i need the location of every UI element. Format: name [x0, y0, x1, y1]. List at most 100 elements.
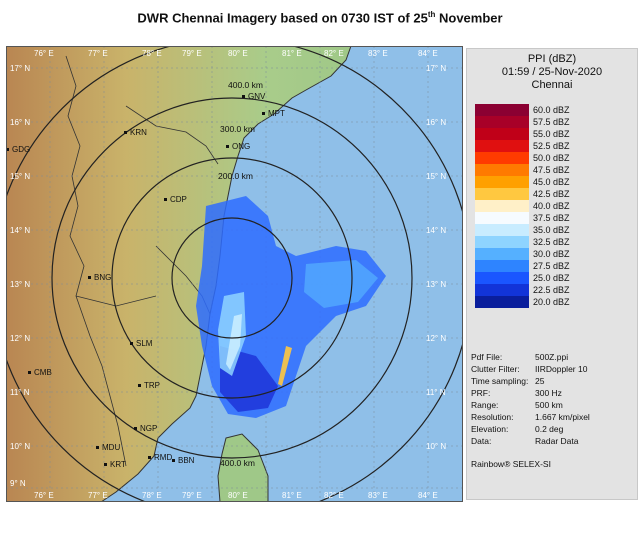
legend-label: 25.0 dBZ [533, 273, 570, 283]
lat-label: 17° N [10, 64, 30, 73]
legend-label: 55.0 dBZ [533, 129, 570, 139]
metadata-key: Range: [471, 400, 499, 410]
legend-swatch [475, 236, 529, 248]
lon-label: 80° E [228, 491, 248, 500]
range-ring-100km [171, 217, 293, 339]
svg-text:CMB: CMB [34, 368, 52, 377]
legend-label: 20.0 dBZ [533, 297, 570, 307]
page-title: DWR Chennai Imagery based on 0730 IST of… [0, 10, 640, 25]
legend-row: 55.0 dBZ [475, 128, 625, 140]
legend-label: 47.5 dBZ [533, 165, 570, 175]
product-name: PPI (dBZ) [527, 53, 577, 65]
metadata-value: 500 km [535, 400, 563, 410]
legend-swatch [475, 128, 529, 140]
station-mdu: MDU [96, 443, 120, 452]
metadata-value: 300 Hz [535, 388, 562, 398]
lat-label: 10° N [426, 442, 446, 451]
legend-row: 37.5 dBZ [475, 212, 625, 224]
legend-label: 32.5 dBZ [533, 237, 570, 247]
svg-text:CDP: CDP [170, 195, 187, 204]
metadata-key: Time sampling: [471, 376, 529, 386]
sri-lanka [217, 433, 269, 502]
legend-swatch [475, 200, 529, 212]
lon-label: 80° E [228, 49, 248, 58]
metadata-key: Data: [471, 436, 492, 446]
metadata-row: Range: 500 km [471, 399, 635, 411]
svg-text:KRN: KRN [130, 128, 147, 137]
product-time: 01:59 / 25-Nov-2020 [501, 66, 603, 78]
metadata-row: Time sampling: 25 [471, 375, 635, 387]
metadata-value: IIRDoppler 10 [535, 364, 588, 374]
metadata-row: Clutter Filter: IIRDoppler 10 [471, 363, 635, 375]
title-text: DWR Chennai Imagery based on 0730 IST of… [137, 10, 428, 26]
svg-text:BNG: BNG [94, 273, 111, 282]
lon-label: 81° E [282, 49, 302, 58]
lon-label: 84° E [418, 49, 438, 58]
station-cdp: CDP [164, 195, 187, 204]
lat-label: 13° N [426, 280, 446, 289]
station-cmb: CMB [28, 368, 52, 377]
lat-label: 12° N [10, 334, 30, 343]
lon-label: 79° E [182, 491, 202, 500]
lon-label: 78° E [142, 491, 162, 500]
lon-label: 82° E [324, 49, 344, 58]
radar-metadata: Pdf File: 500Z.ppi Clutter Filter: IIRDoppl… [471, 351, 635, 447]
legend-label: 27.5 dBZ [533, 261, 570, 271]
metadata-row: PRF: 300 Hz [471, 387, 635, 399]
legend-label: 40.0 dBZ [533, 201, 570, 211]
lon-label: 83° E [368, 49, 388, 58]
lat-label: 11° N [426, 388, 446, 397]
svg-text:MPT: MPT [268, 109, 285, 118]
lat-label: 14° N [426, 226, 446, 235]
lat-label: 12° N [426, 334, 446, 343]
legend-row: 50.0 dBZ [475, 152, 625, 164]
lat-label: 10° N [10, 442, 30, 451]
lon-label: 81° E [282, 491, 302, 500]
metadata-value: 25 [535, 376, 545, 386]
legend-row: 47.5 dBZ [475, 164, 625, 176]
metadata-key: PRF: [471, 388, 491, 398]
metadata-value: 0.2 deg [535, 424, 564, 434]
legend-label: 37.5 dBZ [533, 213, 570, 223]
legend-label: 57.5 dBZ [533, 117, 570, 127]
legend-row: 42.5 dBZ [475, 188, 625, 200]
legend-label: 52.5 dBZ [533, 141, 570, 151]
station-markers: GNV MPT ONG KRN GDG CDP BNG SLM CMB TRP … [6, 92, 285, 469]
station-mpt: MPT [262, 109, 285, 118]
lon-label: 78° E [142, 49, 162, 58]
svg-text:TRP: TRP [144, 381, 160, 390]
range-rings [6, 46, 463, 502]
station-trp: TRP [138, 381, 160, 390]
metadata-row: Resolution: 1.667 km/pixel [471, 411, 635, 423]
svg-text:MDU: MDU [102, 443, 120, 452]
legend-swatch [475, 140, 529, 152]
metadata-value: 1.667 km/pixel [535, 412, 590, 422]
legend-row: 40.0 dBZ [475, 200, 625, 212]
lat-label: 14° N [10, 226, 30, 235]
product-header: PPI (dBZ) 01:59 / 25-Nov-2020 Chennai [467, 53, 637, 92]
svg-text:GDG: GDG [12, 145, 30, 154]
legend-row: 30.0 dBZ [475, 248, 625, 260]
longitude-labels: 76° E 77° E 78° E 79° E 80° E 81° E 82° … [34, 49, 438, 500]
lat-label: 15° N [426, 172, 446, 181]
graticule [6, 46, 463, 502]
station-rmd: RMD [148, 453, 172, 462]
legend-row: 35.0 dBZ [475, 224, 625, 236]
station-slm: SLM [130, 339, 153, 348]
legend-swatch [475, 152, 529, 164]
lat-label: 16° N [426, 118, 446, 127]
state-boundaries [65, 55, 219, 467]
legend-row: 60.0 dBZ [475, 104, 625, 116]
legend-label: 22.5 dBZ [533, 285, 570, 295]
svg-text:ONG: ONG [232, 142, 250, 151]
legend-swatch [475, 176, 529, 188]
legend-swatch [475, 104, 529, 116]
station-bng: BNG [88, 273, 111, 282]
brand-label: Rainbow® SELEX-SI [471, 459, 551, 469]
ring-labels: 400.0 km 300.0 km 200.0 km 400.0 km [218, 80, 263, 468]
legend-row: 27.5 dBZ [475, 260, 625, 272]
lat-label: 13° N [10, 280, 30, 289]
lat-label: 11° N [10, 388, 30, 397]
legend-swatch [475, 260, 529, 272]
svg-text:RMD: RMD [154, 453, 172, 462]
